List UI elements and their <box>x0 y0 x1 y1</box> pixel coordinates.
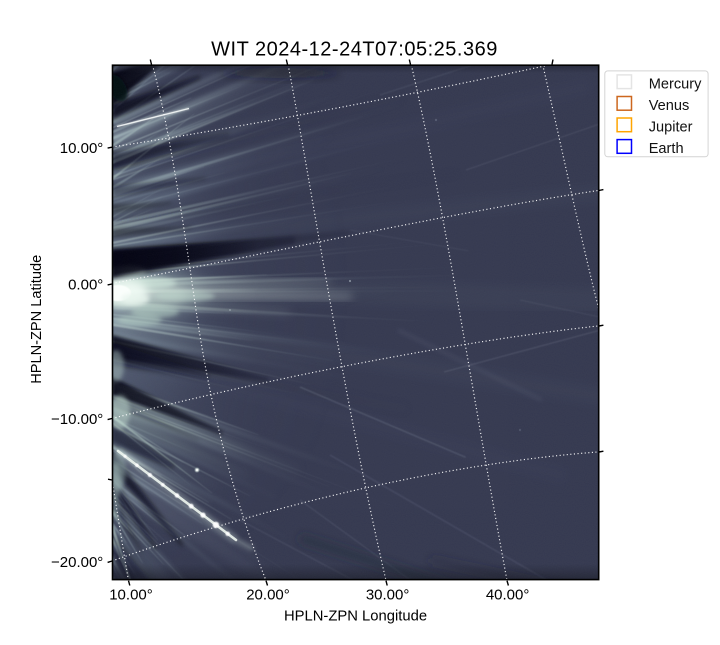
svg-text:10.00°: 10.00° <box>109 586 153 603</box>
svg-text:0.00°: 0.00° <box>68 277 103 294</box>
svg-text:Jupiter: Jupiter <box>649 119 693 135</box>
svg-text:HPLN-ZPN Latitude: HPLN-ZPN Latitude <box>29 255 45 384</box>
svg-text:Earth: Earth <box>649 141 684 157</box>
svg-text:10.00°: 10.00° <box>60 140 104 157</box>
svg-text:Mercury: Mercury <box>649 76 702 92</box>
svg-text:Venus: Venus <box>649 98 690 114</box>
svg-text:−10.00°: −10.00° <box>51 411 103 428</box>
svg-text:20.00°: 20.00° <box>246 586 290 603</box>
svg-text:−20.00°: −20.00° <box>51 554 103 571</box>
svg-text:HPLN-ZPN Longitude: HPLN-ZPN Longitude <box>284 609 427 625</box>
svg-text:WIT 2024-12-24T07:05:25.369: WIT 2024-12-24T07:05:25.369 <box>211 39 498 61</box>
svg-text:30.00°: 30.00° <box>366 586 410 603</box>
svg-text:40.00°: 40.00° <box>486 586 530 603</box>
